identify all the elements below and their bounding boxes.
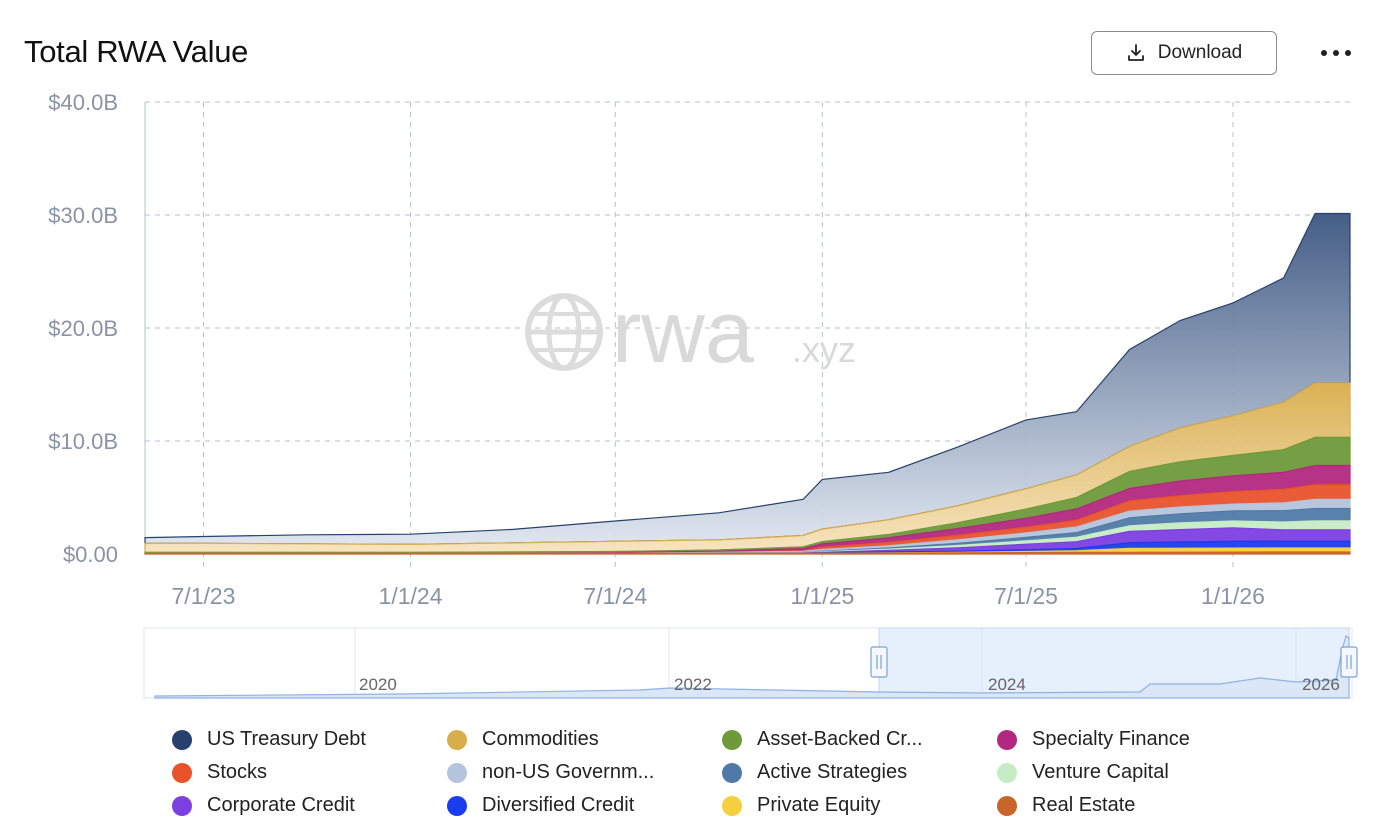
legend-swatch bbox=[997, 762, 1017, 783]
chart-area: rwa .xyz $40.0B $30.0B $20.0B $10.0B $0.00 7… bbox=[0, 90, 1388, 710]
legend-item[interactable]: Corporate Credit bbox=[172, 794, 447, 817]
stacked-area-chart[interactable]: rwa .xyz $40.0B $30.0B $20.0B $10.0B $0.00 7… bbox=[0, 90, 1388, 710]
navigator-year-label: 2024 bbox=[988, 675, 1026, 694]
x-tick-label: 1/1/25 bbox=[790, 583, 854, 609]
y-tick-label: $10.0B bbox=[48, 429, 118, 454]
navigator-year-label: 2020 bbox=[359, 675, 397, 694]
download-button[interactable]: Download bbox=[1091, 31, 1277, 75]
legend-swatch bbox=[447, 729, 467, 750]
legend-swatch bbox=[447, 795, 467, 816]
legend-item[interactable]: Active Strategies bbox=[722, 761, 997, 784]
legend-item[interactable]: Real Estate bbox=[997, 794, 1272, 817]
x-tick-label: 7/1/24 bbox=[583, 583, 647, 609]
navigator-year-label: 2026 bbox=[1302, 675, 1340, 694]
navigator-right-handle[interactable] bbox=[1340, 646, 1358, 678]
legend-swatch bbox=[722, 795, 742, 816]
legend-item[interactable]: Stocks bbox=[172, 761, 447, 784]
legend-label: non-US Governm... bbox=[482, 761, 655, 783]
legend-label: Real Estate bbox=[1032, 794, 1136, 816]
legend-label: Asset-Backed Cr... bbox=[757, 728, 923, 750]
x-tick-label: 1/1/26 bbox=[1201, 583, 1265, 609]
legend-swatch bbox=[997, 795, 1017, 816]
legend-item[interactable]: Venture Capital bbox=[997, 761, 1272, 784]
series-area-real-estate[interactable] bbox=[144, 551, 1351, 555]
legend-label: Corporate Credit bbox=[207, 794, 355, 816]
legend-label: Venture Capital bbox=[1032, 761, 1169, 783]
navigator-year-label: 2022 bbox=[674, 675, 712, 694]
download-label: Download bbox=[1157, 42, 1243, 63]
x-tick-label: 7/1/25 bbox=[994, 583, 1058, 609]
legend-item[interactable]: Diversified Credit bbox=[447, 794, 722, 817]
legend-label: Commodities bbox=[482, 728, 599, 750]
more-options-button[interactable] bbox=[1316, 38, 1356, 68]
legend-swatch bbox=[447, 762, 467, 783]
legend-swatch bbox=[997, 729, 1017, 750]
more-options-icon bbox=[1321, 50, 1351, 56]
chart-title: Total RWA Value bbox=[24, 34, 249, 69]
x-tick-label: 7/1/23 bbox=[172, 583, 236, 609]
legend-swatch bbox=[172, 729, 192, 750]
range-navigator[interactable]: 2020 2022 2024 2026 bbox=[143, 627, 1358, 699]
legend-item[interactable]: Commodities bbox=[447, 728, 722, 751]
legend-item[interactable]: US Treasury Debt bbox=[172, 728, 447, 751]
legend-swatch bbox=[722, 729, 742, 750]
watermark-logo: rwa .xyz bbox=[525, 282, 856, 381]
legend-item[interactable]: non-US Governm... bbox=[447, 761, 722, 784]
watermark-brand: rwa bbox=[612, 282, 754, 381]
y-axis-ticks: $40.0B $30.0B $20.0B $10.0B $0.00 bbox=[48, 90, 118, 567]
legend-label: Stocks bbox=[207, 761, 268, 783]
legend-label: Private Equity bbox=[757, 794, 881, 816]
chart-legend: US Treasury Debt Commodities Asset-Backed … bbox=[172, 728, 1322, 817]
y-tick-label: $30.0B bbox=[48, 203, 118, 228]
y-tick-label: $40.0B bbox=[48, 90, 118, 115]
x-axis-ticks: 7/1/23 1/1/24 7/1/24 1/1/25 7/1/25 1/1/26 bbox=[172, 583, 1265, 609]
legend-swatch bbox=[172, 762, 192, 783]
legend-item[interactable]: Private Equity bbox=[722, 794, 997, 817]
legend-item[interactable]: Specialty Finance bbox=[997, 728, 1272, 751]
legend-label: Active Strategies bbox=[757, 761, 908, 783]
series-areas bbox=[144, 212, 1351, 555]
download-icon bbox=[1127, 44, 1144, 61]
legend-item[interactable]: Asset-Backed Cr... bbox=[722, 728, 997, 751]
watermark-suffix: .xyz bbox=[792, 329, 856, 370]
x-tick-label: 1/1/24 bbox=[379, 583, 443, 609]
legend-swatch bbox=[172, 795, 192, 816]
y-tick-label: $0.00 bbox=[63, 542, 118, 567]
y-tick-label: $20.0B bbox=[48, 316, 118, 341]
legend-label: Diversified Credit bbox=[482, 794, 635, 816]
legend-label: US Treasury Debt bbox=[207, 728, 366, 750]
navigator-left-handle[interactable] bbox=[870, 646, 888, 678]
legend-swatch bbox=[722, 762, 742, 783]
legend-label: Specialty Finance bbox=[1032, 728, 1190, 750]
